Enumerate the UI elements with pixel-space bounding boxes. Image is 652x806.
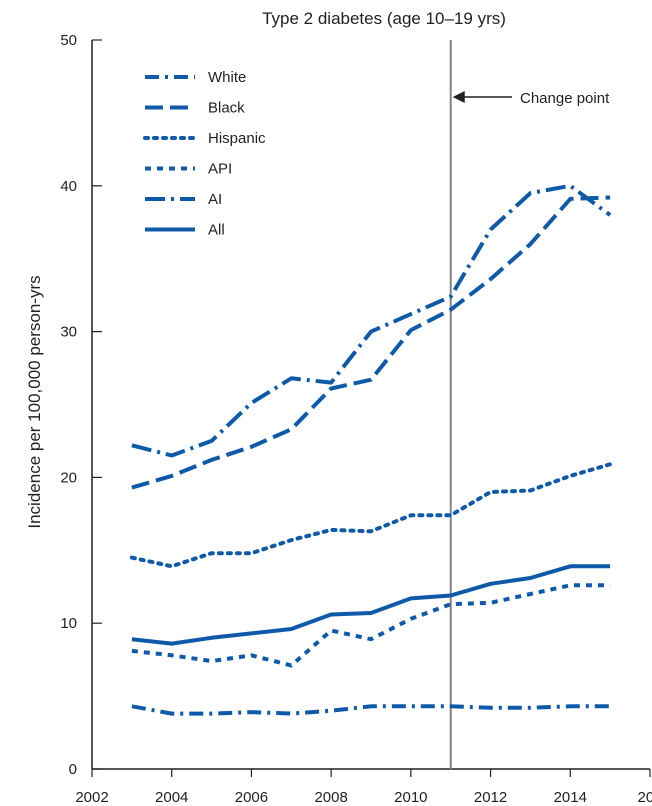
series-line-black [131,195,611,490]
legend-label-black: Black [208,100,245,117]
x-tick-label: 2008 [314,789,347,806]
series-line-all [131,564,611,646]
y-tick-label: 30 [60,324,77,341]
y-tick-label: 0 [69,761,77,778]
x-tick-label: 2012 [474,789,507,806]
y-tick-label: 40 [60,178,77,195]
plot-area: 0 10 20 30 40 50 2002 2004 2006 2008 2010 2012 2014 2… [60,32,652,806]
x-tick-label: 2006 [235,789,268,806]
series-line-api [131,583,611,668]
legend-label-white: White [208,69,246,86]
series-line-hispanic [129,462,613,569]
legend-label-all: All [208,222,225,239]
y-tick-label: 20 [60,469,77,486]
chart-title: Type 2 diabetes (age 10–19 yrs) [262,9,506,28]
y-tick-label: 50 [60,32,77,49]
y-tick-label: 10 [60,615,77,632]
series-line-white [131,704,611,716]
series-line-ai [131,183,612,458]
legend-label-ai: AI [208,191,222,208]
x-tick-label: 2002 [75,789,108,806]
x-tick-label: 2004 [155,789,188,806]
x-tick-label: 2010 [394,789,427,806]
change-point-label: Change point [520,90,610,107]
x-tick-label: 201 [637,789,652,806]
legend-label-hispanic: Hispanic [208,130,266,147]
change-point-arrow-head [452,91,465,103]
legend-label-api: API [208,161,232,178]
y-axis-label: Incidence per 100,000 person-yrs [25,275,44,528]
legend: White Black Hispanic API AI All [143,69,266,239]
change-point-annotation: Change point [452,90,610,107]
x-tick-label: 2014 [554,789,587,806]
